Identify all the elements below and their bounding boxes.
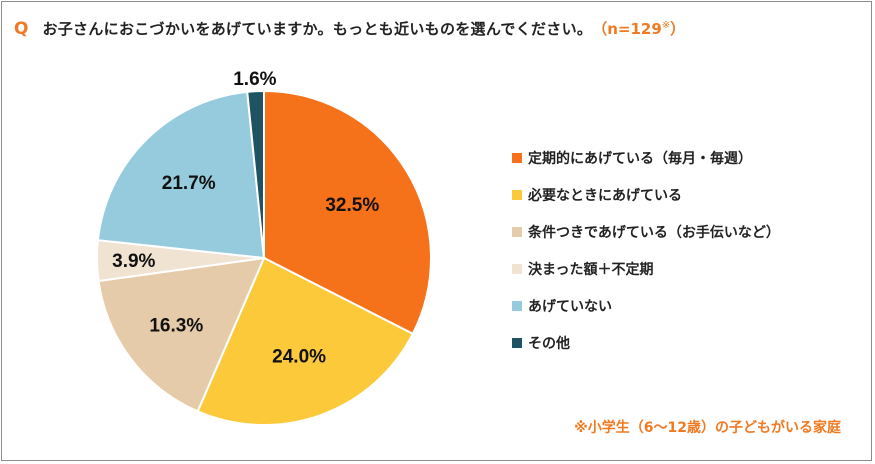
legend-swatch xyxy=(512,227,522,237)
legend-label: あげていない xyxy=(528,299,612,315)
pie-slice xyxy=(97,256,266,413)
legend-swatch xyxy=(512,264,522,274)
slice-value-label: 21.7% xyxy=(162,173,216,194)
legend-item: 必要なときにあげている xyxy=(512,185,780,205)
legend-label: その他 xyxy=(528,336,570,352)
slice-value-label: 24.0% xyxy=(272,346,326,367)
legend-label: 必要なときにあげている xyxy=(528,188,682,204)
legend-label: 定期的にあげている（毎月・毎週） xyxy=(528,151,752,167)
legend-label: 決まった額＋不定期 xyxy=(528,262,654,278)
slice-value-label: 1.6% xyxy=(233,69,276,90)
legend-item: 決まった額＋不定期 xyxy=(512,259,780,279)
legend: 定期的にあげている（毎月・毎週） 必要なときにあげている条件つきであげている（お手… xyxy=(512,148,780,370)
slice-value-label: 16.3% xyxy=(149,316,203,337)
pie-slice xyxy=(196,256,415,426)
pie-slice xyxy=(96,90,266,260)
pie-slice xyxy=(246,89,265,259)
pie-slice xyxy=(263,89,432,336)
legend-swatch xyxy=(512,338,522,348)
legend-item: 条件つきであげている（お手伝いなど） xyxy=(512,222,780,242)
legend-item: あげていない xyxy=(512,296,780,316)
sample-size-note-mark: ※ xyxy=(661,20,671,31)
sample-size-label: （n=129 xyxy=(592,20,662,38)
legend-swatch xyxy=(512,153,522,163)
slice-value-label: 32.5% xyxy=(325,195,379,216)
slice-value-label: 3.9% xyxy=(112,251,155,272)
legend-label: 条件つきであげている（お手伝いなど） xyxy=(528,225,780,241)
legend-swatch xyxy=(512,301,522,311)
legend-item: 定期的にあげている（毎月・毎週） xyxy=(512,148,780,168)
sample-size-close: ） xyxy=(670,20,686,38)
sample-size: （n=129※） xyxy=(592,18,685,39)
footnote: ※小学生（6〜12歳）の子どもがいる家庭 xyxy=(574,420,841,436)
question-mark: Q xyxy=(14,19,29,39)
legend-item: その他 xyxy=(512,333,780,353)
legend-swatch xyxy=(512,190,522,200)
question-header: Q お子さんにおこづかいをあげていますか。もっとも近いものを選んでください。 （… xyxy=(14,18,685,44)
question-text: お子さんにおこづかいをあげていますか。もっとも近いものを選んでください。 xyxy=(42,20,593,38)
